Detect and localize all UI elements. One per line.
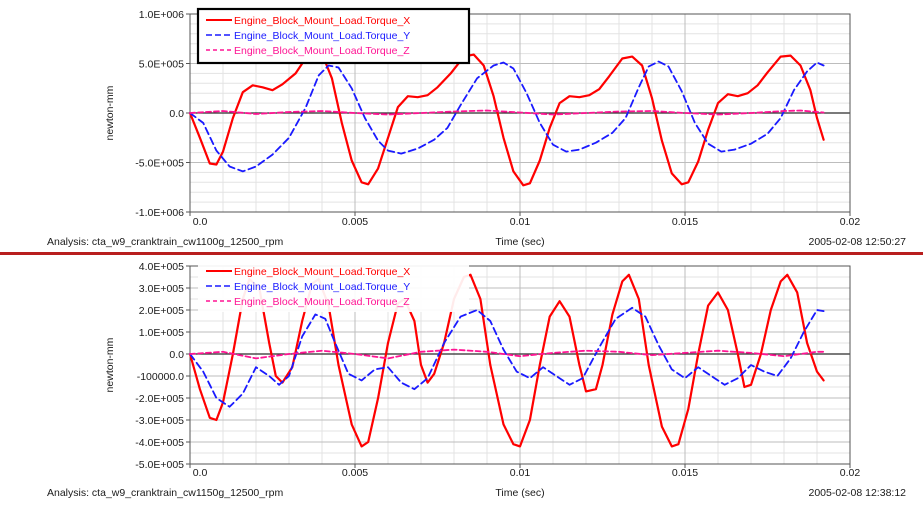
y-tick-label: -100000.0 <box>137 371 184 383</box>
y-tick-label: 1.0E+005 <box>139 327 184 339</box>
chart-svg: 1.0E+006 5.0E+005 0.0 -5.0E+005 -1.0E+006 0.0… <box>47 7 907 248</box>
legend-label: Engine_Block_Mount_Load.Torque_X <box>234 15 410 27</box>
chart-svg: 4.0E+005 3.0E+005 2.0E+005 1.0E+005 0.0 -1000… <box>47 260 907 499</box>
analysis-name: Analysis: cta_w9_cranktrain_cw1100g_1250… <box>47 236 283 248</box>
x-tick-label: 0.02 <box>840 467 861 479</box>
y-tick-label: -4.0E+005 <box>135 437 184 449</box>
series-line <box>188 48 825 187</box>
y-tick-label: -5.0E+005 <box>135 459 184 471</box>
series-line <box>189 348 825 360</box>
chart-panel-torque-cw1150g: 4.0E+005 3.0E+005 2.0E+005 1.0E+005 0.0 -1000… <box>0 256 923 500</box>
x-tick-label: 0.015 <box>672 467 698 479</box>
y-tick-label: -3.0E+005 <box>135 415 184 427</box>
y-tick-label: 5.0E+005 <box>139 59 184 71</box>
analysis-name: Analysis: cta_w9_cranktrain_cw1150g_1250… <box>47 487 283 499</box>
y-tick-label: -5.0E+005 <box>135 158 184 170</box>
timestamp: 2005-02-08 12:50:27 <box>809 236 907 248</box>
y-tick-label: 0.0 <box>169 108 184 120</box>
series-line <box>189 60 825 173</box>
y-axis-label: newton-mm <box>104 337 116 392</box>
legend-label: Engine_Block_Mount_Load.Torque_Y <box>234 281 410 293</box>
y-tick-label: -2.0E+005 <box>135 393 184 405</box>
y-tick-label: 4.0E+005 <box>139 261 184 273</box>
legend-box <box>196 7 471 65</box>
y-tick-label: -1.0E+006 <box>135 207 184 219</box>
y-tick-label: 2.0E+005 <box>139 305 184 317</box>
x-tick-label: 0.015 <box>672 216 698 228</box>
x-axis-label: Time (sec) <box>495 487 544 499</box>
y-axis-label: newton-mm <box>104 85 116 140</box>
x-tick-label: 0.02 <box>840 216 861 228</box>
y-tick-label: 3.0E+005 <box>139 283 184 295</box>
x-axis-label: Time (sec) <box>495 236 544 248</box>
timestamp: 2005-02-08 12:38:12 <box>809 487 907 499</box>
y-tick-label: 0.0 <box>169 349 184 361</box>
legend-label: Engine_Block_Mount_Load.Torque_Z <box>234 45 410 57</box>
x-tick-label: 0.01 <box>510 216 531 228</box>
x-tick-label: 0.005 <box>342 216 368 228</box>
series-line <box>188 273 825 448</box>
x-tick-label: 0.01 <box>510 467 531 479</box>
x-tick-label: 0.0 <box>193 216 208 228</box>
legend-label: Engine_Block_Mount_Load.Torque_Z <box>234 296 410 308</box>
legend-label: Engine_Block_Mount_Load.Torque_X <box>234 266 410 278</box>
y-tick-label: 1.0E+006 <box>139 9 184 21</box>
panel-divider <box>0 252 923 255</box>
series-line <box>189 109 825 116</box>
x-tick-label: 0.0 <box>193 467 208 479</box>
legend-background <box>198 260 469 312</box>
series-line <box>189 306 825 408</box>
x-tick-label: 0.005 <box>342 467 368 479</box>
legend-label: Engine_Block_Mount_Load.Torque_Y <box>234 30 410 42</box>
chart-panel-torque-cw1100g: 1.0E+006 5.0E+005 0.0 -5.0E+005 -1.0E+006 0.0… <box>0 0 923 252</box>
